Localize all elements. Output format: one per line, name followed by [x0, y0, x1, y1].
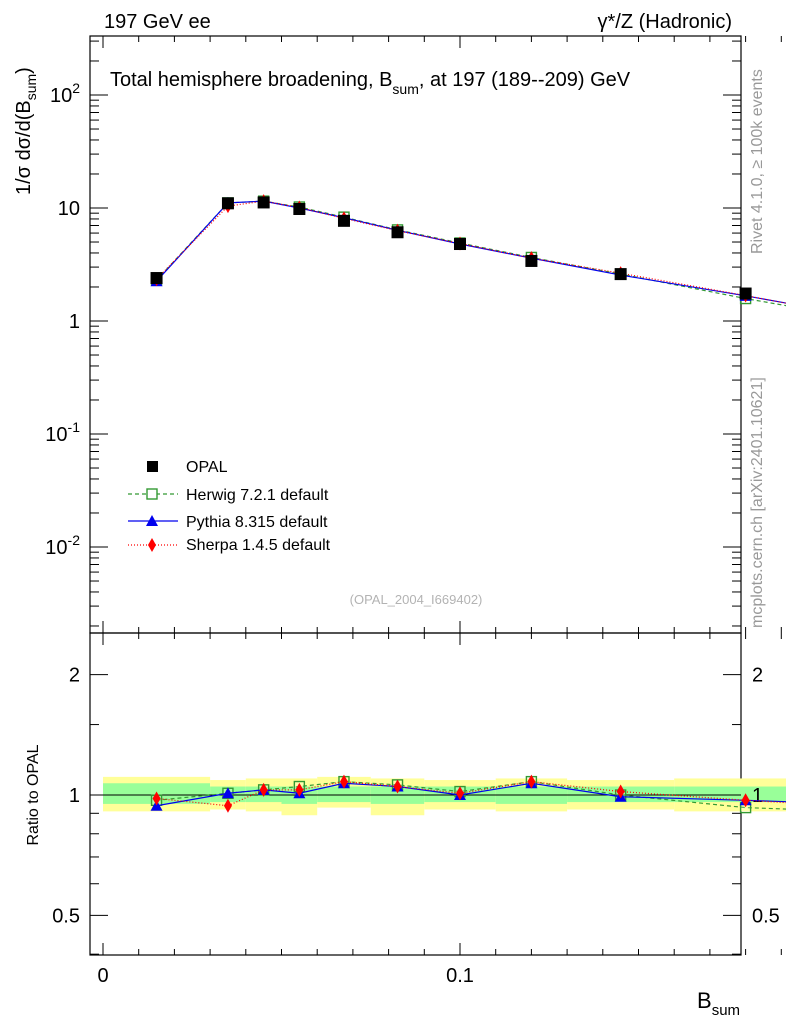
ratio-point-sherpa	[527, 774, 536, 789]
rivet-version-label: Rivet 4.1.0, ≥ 100k events	[749, 69, 766, 254]
y-tick-label-main: 10	[58, 198, 80, 220]
legend-entry-sherpa: Sherpa 1.4.5 default	[128, 537, 331, 554]
main-line-herwig	[156, 200, 786, 307]
ratio-point-sherpa	[456, 786, 464, 801]
ratio-y-axis-label: Ratio to OPAL	[25, 744, 42, 845]
y-tick-label-ratio-right: 1	[752, 785, 763, 807]
main-point-opal	[614, 268, 627, 281]
legend-label-sherpa: Sherpa 1.4.5 default	[186, 537, 331, 554]
x-tick-label: 0	[97, 965, 108, 987]
ratio-point-sherpa	[741, 793, 750, 808]
y-tick-label-ratio: 2	[69, 665, 80, 687]
main-point-opal	[337, 214, 350, 227]
ratio-sherpa	[152, 774, 786, 813]
legend-marker-herwig	[146, 488, 158, 500]
ratio-point-sherpa	[152, 791, 161, 806]
band-inner-9	[674, 786, 786, 803]
ratio-point-pythia	[221, 787, 234, 799]
legend-label-opal: OPAL	[186, 459, 228, 476]
y-tick-label-main: 1	[69, 311, 80, 333]
main-point-opal	[739, 287, 752, 300]
y-tick-label-ratio-right: 2	[752, 665, 763, 687]
plot-title: Total hemisphere broadening, Bsum, at 19…	[110, 69, 631, 97]
main-opal	[150, 196, 752, 300]
y-tick-label-ratio: 0.5	[52, 905, 80, 927]
header-left: 197 GeV ee	[104, 11, 211, 33]
main-point-opal	[150, 272, 163, 285]
ratio-plot-series	[150, 774, 786, 814]
analysis-watermark: (OPAL_2004_I669402)	[350, 592, 483, 607]
mcplots-credit: mcplots.cern.ch [arXiv:2401.10621]	[749, 377, 766, 628]
x-tick-label: 0.1	[446, 965, 474, 987]
main-point-opal	[525, 254, 538, 267]
band-inner-4	[317, 786, 371, 803]
legend-marker-sherpa	[148, 538, 156, 552]
ratio-point-sherpa	[295, 782, 304, 797]
legend: OPAL Herwig 7.2.1 default Pythia 8.315 d…	[128, 459, 331, 554]
y-tick-label-ratio-right: 0.5	[752, 905, 780, 927]
main-point-opal	[454, 238, 466, 251]
legend-label-pythia: Pythia 8.315 default	[186, 514, 328, 531]
ratio-uncertainty-bands	[103, 776, 786, 816]
legend-entry-herwig: Herwig 7.2.1 default	[128, 487, 329, 504]
legend-entry-pythia: Pythia 8.315 default	[128, 514, 328, 531]
ratio-point-sherpa	[223, 798, 232, 813]
main-line-pythia	[156, 200, 786, 304]
main-sherpa	[152, 194, 786, 304]
ratio-point-sherpa	[393, 779, 402, 794]
main-point-opal	[391, 226, 404, 239]
main-point-opal	[293, 202, 306, 215]
main-herwig	[150, 195, 786, 307]
main-line-sherpa	[156, 200, 786, 304]
ratio-point-sherpa	[616, 784, 625, 799]
y-tick-label-main: 10-2	[45, 532, 80, 559]
legend-marker-opal	[147, 461, 158, 472]
main-plot-series	[150, 194, 786, 307]
ratio-point-sherpa	[339, 774, 348, 789]
main-y-axis-label: 1/σ dσ/d(Bsum)	[13, 67, 39, 195]
legend-marker-pythia	[146, 515, 158, 526]
y-tick-label-main: 102	[50, 80, 80, 107]
header-right: γ*/Z (Hadronic)	[598, 11, 732, 33]
legend-label-herwig: Herwig 7.2.1 default	[186, 487, 329, 504]
main-pythia	[150, 195, 786, 304]
x-axis-label: Bsum	[697, 988, 740, 1019]
main-point-opal	[221, 197, 234, 210]
legend-entry-opal: OPAL	[147, 459, 228, 476]
y-tick-label-ratio: 1	[69, 785, 80, 807]
y-tick-label-main: 10-1	[45, 419, 80, 446]
main-point-opal	[257, 196, 270, 209]
ratio-point-sherpa	[259, 782, 268, 797]
